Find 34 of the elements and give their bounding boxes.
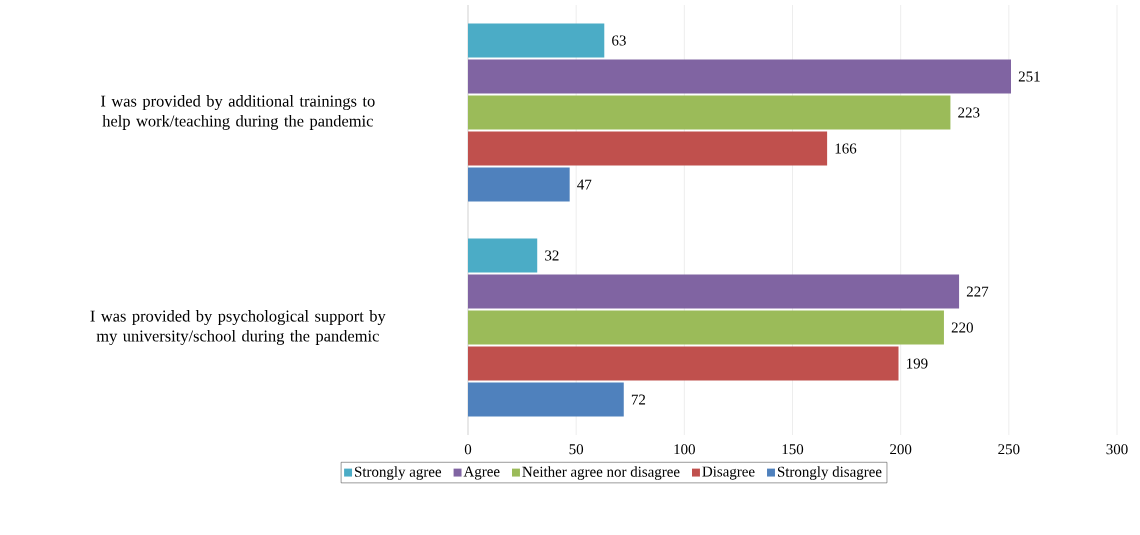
bar (468, 310, 944, 345)
bar (468, 238, 538, 273)
x-tick-label: 100 (674, 444, 695, 455)
data-label: 223 (958, 107, 980, 118)
x-tick-label: 250 (998, 444, 1020, 455)
x-tick-label: 0 (464, 444, 472, 455)
bar (468, 274, 960, 309)
bar (468, 382, 624, 417)
data-label: 227 (966, 286, 989, 297)
bar (468, 167, 570, 202)
y-tick-label: I was provided by additional trainings to help work/teaching during the pandemic (100, 95, 375, 130)
legend-label: Agree (463, 466, 500, 480)
legend-label: Disagree (702, 466, 755, 480)
bar (468, 131, 828, 166)
legend-label: Strongly agree (355, 466, 442, 480)
data-label: 251 (1018, 71, 1040, 82)
data-label: 220 (951, 322, 973, 333)
y-tick-label: I was provided by psychological support by my university/school during the pandemic (90, 310, 386, 345)
data-label: 199 (907, 358, 928, 369)
x-tick-label: 50 (569, 444, 584, 455)
x-tick-label: 200 (890, 444, 912, 455)
x-tick-label: 150 (782, 444, 804, 455)
data-label: 72 (631, 394, 646, 405)
data-label: 47 (577, 179, 592, 190)
bar (468, 346, 899, 381)
bar (468, 59, 1011, 94)
data-label: 63 (612, 35, 626, 46)
bar (468, 23, 605, 58)
bar (468, 95, 951, 130)
data-label: 32 (545, 250, 559, 261)
legend-label: Strongly disagree (777, 466, 882, 480)
x-tick-label: 300 (1106, 444, 1128, 455)
data-label: 166 (835, 143, 857, 154)
legend-label: Neither agree nor disagree (522, 466, 680, 480)
